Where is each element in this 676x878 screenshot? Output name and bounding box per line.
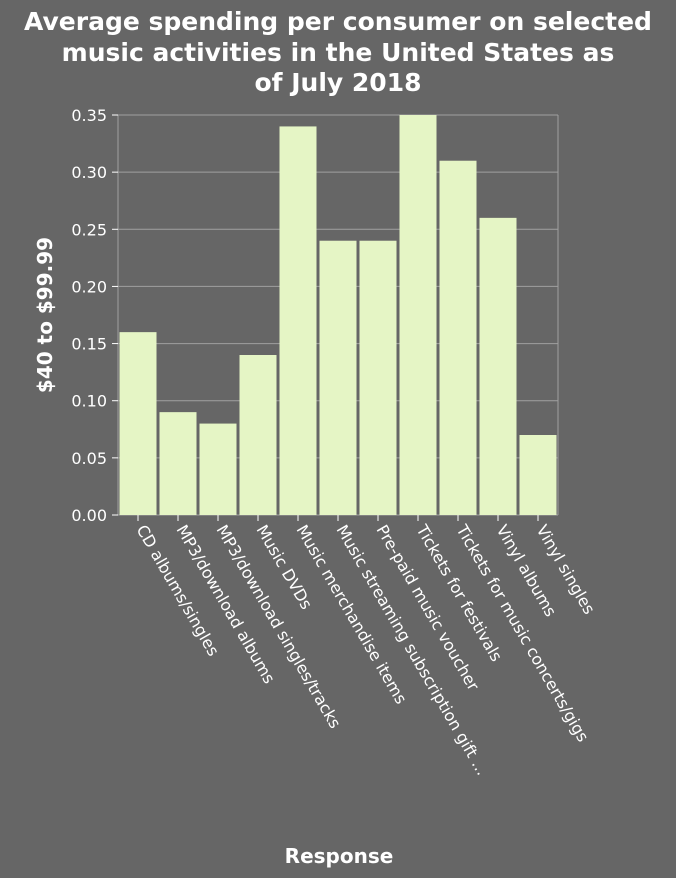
chart-title-line-3: of July 2018 (254, 68, 421, 97)
y-tick-label: 0.10 (71, 392, 107, 411)
chart-title-line-2: music activities in the United States as (62, 38, 615, 67)
bar (279, 126, 317, 515)
y-tick-label: 0.05 (71, 449, 107, 468)
bar (479, 217, 517, 515)
bar (399, 115, 437, 515)
bar (239, 355, 277, 515)
chart-title: Average spending per consumer on selecte… (24, 7, 652, 97)
y-tick-label: 0.25 (71, 220, 107, 239)
y-axis-label: $40 to $99.99 (33, 237, 57, 393)
chart-title-line-1: Average spending per consumer on selecte… (24, 7, 652, 36)
bar (159, 412, 197, 515)
y-tick-label: 0.30 (71, 163, 107, 182)
bar (359, 240, 397, 515)
y-tick-label: 0.35 (71, 106, 107, 125)
bar (199, 423, 237, 515)
bar (119, 332, 157, 515)
bar (519, 435, 557, 515)
bar (319, 240, 357, 515)
y-tick-label: 0.00 (71, 506, 107, 525)
y-tick-labels: 0.00 0.05 0.10 0.15 0.20 0.25 0.30 0.35 (71, 106, 118, 525)
bar (439, 160, 477, 515)
bars (119, 115, 557, 515)
y-tick-label: 0.15 (71, 335, 107, 354)
y-tick-label: 0.20 (71, 277, 107, 296)
x-axis-label: Response (285, 844, 394, 868)
axes (117, 115, 559, 515)
